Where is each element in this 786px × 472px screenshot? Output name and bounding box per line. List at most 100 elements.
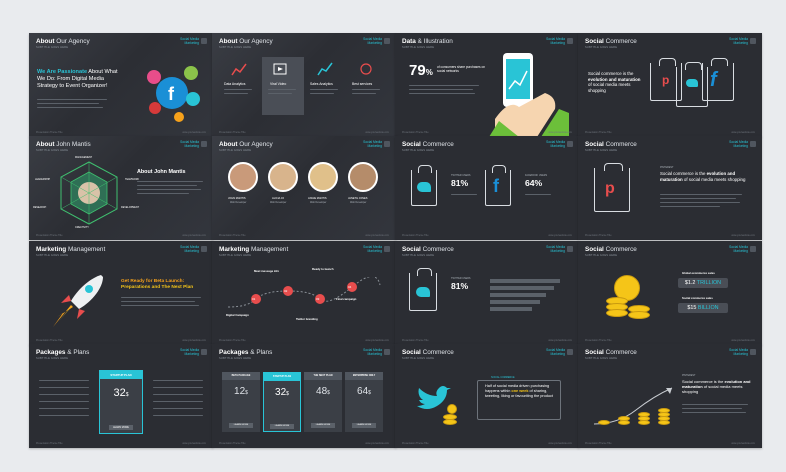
slide-social-commerce-1[interactable]: Social Commerce SUBTITLE GOES HERE Socia…: [578, 33, 762, 137]
rocket-icon: [53, 275, 103, 327]
price: 12$: [234, 386, 248, 397]
price: 32$: [113, 387, 129, 399]
avatar: [348, 162, 378, 192]
avatar: [308, 162, 338, 192]
person-role: Web Developer: [350, 201, 367, 204]
step-number: 04: [348, 285, 352, 289]
shopping-bag-icon: [485, 165, 511, 206]
shopping-bag-icon: [411, 165, 437, 206]
body-text: Social commerce is the evolution and mat…: [660, 171, 746, 182]
person-name: ALICIA JO: [272, 197, 285, 200]
twitter-icon: [417, 386, 451, 409]
brand-logo-icon: [201, 246, 207, 252]
slide-team[interactable]: About Our Agency SUBTITLE GOES HERE Soci…: [212, 136, 396, 240]
slide-about-john[interactable]: About John Mantis SUBTITLE GOES HERE Soc…: [29, 136, 213, 240]
phone-icon: [489, 53, 569, 137]
price: 48$: [316, 386, 330, 397]
avatar: [268, 162, 298, 192]
shopping-bag-icon: [409, 268, 437, 311]
brand-logo-icon: [750, 246, 756, 252]
person-role: Web Developer: [230, 201, 247, 204]
brand-logo-icon: [201, 141, 207, 147]
slide-about-agency-2[interactable]: About Our Agency SUBTITLE GOES HERE Soci…: [212, 33, 396, 137]
brand-logo-icon: [750, 38, 756, 44]
body-text: Half of social media driven purchasing h…: [485, 384, 553, 398]
learn-more-button[interactable]: LEARN MORE: [270, 424, 294, 429]
brand-logo-icon: [384, 141, 390, 147]
brand-logo-icon: [384, 246, 390, 252]
hex-label: CREATIVITY: [75, 226, 89, 229]
brand-logo-icon: [567, 349, 573, 355]
person-name: JOHN MANTIS: [228, 197, 246, 200]
slide-social-commerce-5[interactable]: Social Commerce SUBTITLE GOES HERE Socia…: [578, 241, 762, 345]
service-label: Best services: [352, 82, 373, 86]
shopping-bag-icon: [594, 163, 630, 212]
brand-logo-icon: [384, 38, 390, 44]
brand-logo-icon: [201, 349, 207, 355]
quote-box: [477, 380, 561, 420]
slide-packages-2[interactable]: Packages & Plans SUBTITLE GOES HERE Soci…: [212, 344, 396, 448]
slide-social-commerce-7[interactable]: Social Commerce SUBTITLE GOES HERE Socia…: [578, 344, 762, 448]
learn-more-button[interactable]: LEARN MORE: [311, 423, 335, 428]
person-name: JANETH JONES: [348, 197, 368, 200]
skill-hexagon: [60, 161, 118, 225]
stat-badge: $1.2 TRILLION: [678, 278, 728, 288]
coin-icon: [638, 420, 650, 425]
avatar: [228, 162, 258, 192]
facebook-icon: f: [710, 69, 717, 91]
shopping-bag-icon: [702, 58, 734, 101]
step-number: 02: [284, 289, 288, 293]
social-bubbles-icon: f: [147, 66, 200, 122]
slide-social-commerce-3[interactable]: Social Commerce SUBTITLE GOES HERE Socia…: [578, 136, 762, 240]
shopping-bag-icon: [676, 62, 708, 107]
slide-packages-1[interactable]: Packages & Plans SUBTITLE GOES HERE Soci…: [29, 344, 213, 448]
slide-social-commerce-4[interactable]: Social Commerce SUBTITLE GOES HERE Socia…: [395, 241, 579, 345]
pricing-card[interactable]: ENTERPRISE ONLY 64$ LEARN MORE: [345, 372, 383, 432]
stat-percent: 64%: [525, 178, 543, 188]
learn-more-button[interactable]: LEARN MORE: [229, 423, 253, 428]
brand-logo-icon: [567, 38, 573, 44]
service-icons: [231, 62, 372, 76]
stat-caption: of consumers share purchases on social n…: [437, 65, 486, 73]
slide-marketing-2[interactable]: Marketing Management SUBTITLE GOES HERE …: [212, 241, 396, 345]
service-label: Viral Video: [270, 82, 287, 86]
person-role: Web Developer: [270, 201, 287, 204]
slide-social-commerce-6[interactable]: Social Commerce SUBTITLE GOES HERE Socia…: [395, 344, 579, 448]
coin-icon: [658, 420, 670, 425]
twitter-icon: [416, 287, 430, 297]
pricing-card[interactable]: STARTUP PLAN 32$ LEARN MORE: [99, 370, 143, 434]
stat-percent: 81%: [451, 178, 469, 188]
price: 64$: [357, 386, 371, 397]
hex-label: RESEARCH: [33, 206, 47, 209]
price: 32$: [275, 387, 289, 398]
coin-icon: [628, 311, 650, 319]
slide-social-commerce-2[interactable]: Social Commerce SUBTITLE GOES HERE Socia…: [395, 136, 579, 240]
twitter-icon: [417, 182, 431, 192]
learn-more-button[interactable]: LEARN MORE: [109, 425, 133, 430]
learn-more-button[interactable]: LEARN MORE: [352, 423, 376, 428]
hex-label: LEADERSHIP: [35, 178, 51, 181]
slide-title: About Our Agency: [36, 38, 90, 45]
facebook-icon: f: [493, 176, 499, 196]
slide-about-agency-1[interactable]: About Our Agency SUBTITLE GOES HERE Soci…: [29, 33, 213, 137]
timeline-path: [227, 277, 381, 308]
brand-logo-icon: [567, 246, 573, 252]
stat-percent: 81%: [451, 281, 469, 291]
slide-title: About Our Agency: [219, 38, 273, 45]
slide-data-illustration[interactable]: Data & Illustration SUBTITLE GOES HERE S…: [395, 33, 579, 137]
pricing-card[interactable]: STARTUP PLAN 32$ LEARN MORE: [263, 372, 301, 432]
brand-logo-icon: [384, 349, 390, 355]
brand-label: Social Media Marketing: [180, 37, 199, 45]
body-text: Social commerce is the evolution and mat…: [682, 379, 751, 395]
person-role: Web Developer: [310, 201, 327, 204]
slide-subtitle: SUBTITLE GOES HERE: [36, 46, 69, 49]
coin-icon: [447, 404, 457, 414]
slide-marketing-1[interactable]: Marketing Management SUBTITLE GOES HERE …: [29, 241, 213, 345]
coin-icon: [598, 420, 610, 425]
brand-logo-icon: [750, 349, 756, 355]
pricing-card[interactable]: THE NEXT PLAN 48$ LEARN MORE: [304, 372, 342, 432]
pricing-card[interactable]: BETA PACKAGE 12$ LEARN MORE: [222, 372, 260, 432]
step-number: 01: [252, 297, 256, 301]
person-heading: About John Mantis: [137, 169, 186, 175]
